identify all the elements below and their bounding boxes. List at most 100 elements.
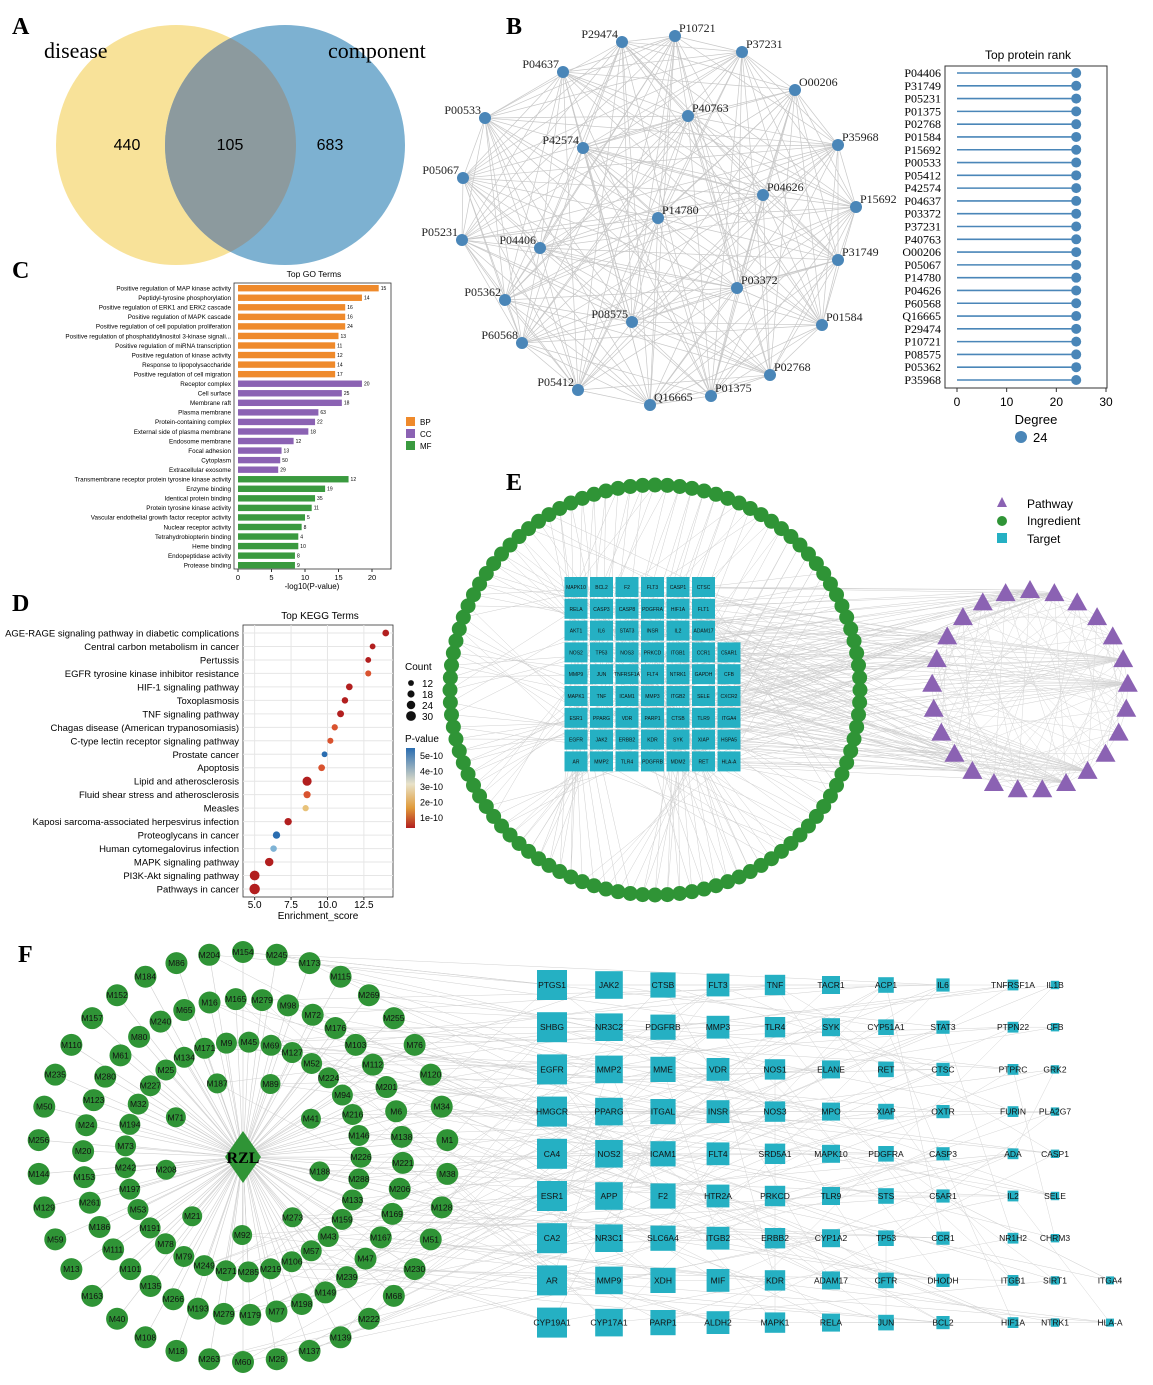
- ppi-edge: [521, 342, 712, 397]
- e-pathway-node: [1116, 698, 1137, 717]
- e-edge: [703, 658, 1124, 740]
- ppi-node: [832, 139, 844, 151]
- f-ingredient-node: [128, 1025, 151, 1048]
- f-ingredient-node: [298, 952, 321, 975]
- ppi-node-label: P05412: [537, 375, 574, 389]
- ppi-edge: [741, 51, 771, 376]
- f-ingredient-node: [331, 1084, 353, 1106]
- e-edge: [1005, 592, 1078, 603]
- f-edge: [774, 1111, 944, 1155]
- ppi-edge: [462, 144, 839, 179]
- f-target-label: SRD5A1: [758, 1149, 791, 1159]
- e-edge: [1096, 617, 1127, 709]
- f-ingredient-label: M226: [350, 1152, 372, 1162]
- f-ingredient-node: [436, 1129, 459, 1152]
- e-edge: [473, 652, 704, 786]
- e-edge: [450, 630, 577, 703]
- f-ingredient-label: M24: [78, 1120, 95, 1130]
- rank-protein-label: P04626: [904, 283, 941, 297]
- ppi-edges: [461, 35, 857, 406]
- f-ingredient-node: [198, 991, 221, 1014]
- f-target-label: MPO: [821, 1107, 841, 1117]
- f-ingredient-node: [329, 1326, 352, 1349]
- f-ingredient-node: [165, 1339, 188, 1362]
- rank-protein-label: P31749: [904, 79, 941, 93]
- f-ingredient-node: [33, 1196, 56, 1219]
- e-pathway-node: [1108, 722, 1129, 741]
- f-ingredient-label: M285: [238, 1267, 260, 1277]
- ppi-node-label: P01584: [826, 310, 863, 324]
- f-edge: [183, 1156, 244, 1257]
- f-target-node: [764, 1059, 786, 1080]
- ppi-edge: [657, 217, 839, 261]
- e-ingredient-node: [586, 486, 602, 502]
- ppi-node-label: P04406: [499, 233, 536, 247]
- f-center-diamond: [225, 1131, 261, 1183]
- f-edge: [270, 1083, 776, 1155]
- ppi-node: [757, 189, 769, 201]
- e-target-node: [666, 707, 690, 728]
- f-ingredient-node: [430, 1095, 453, 1118]
- kegg-term-label: Toxoplasmosis: [177, 696, 240, 707]
- kegg-dot: [303, 791, 311, 799]
- kegg-p-colorbar: [406, 748, 415, 828]
- f-ingredient-node: [260, 1034, 282, 1056]
- f-edge: [360, 1153, 887, 1158]
- e-edge: [936, 592, 1006, 660]
- e-target-label: C5AR1: [721, 650, 737, 656]
- ppi-edge: [631, 217, 659, 323]
- f-ingredient-label: M208: [155, 1165, 177, 1175]
- f-ingredient-node: [232, 1224, 253, 1245]
- f-target-node: [595, 1140, 623, 1168]
- f-edge: [335, 1027, 1014, 1070]
- f-ingredient-node: [156, 1159, 177, 1180]
- f-edge: [414, 1026, 887, 1270]
- e-edge: [453, 652, 602, 719]
- e-target-node: [590, 598, 613, 619]
- f-ingredient-label: M59: [47, 1234, 64, 1244]
- ppi-edge: [649, 144, 839, 406]
- e-target-label: CTSB: [671, 716, 685, 722]
- e-legend-target-icon: [997, 533, 1007, 543]
- e-target-node: [564, 729, 588, 750]
- ppi-edge: [687, 115, 712, 397]
- e-edge: [954, 602, 984, 754]
- f-ingredient-label: M137: [299, 1346, 321, 1356]
- f-target-node: [650, 1310, 676, 1336]
- rank-protein-label: O00206: [902, 245, 941, 259]
- f-ingredient-node: [265, 1300, 288, 1323]
- f-ingredient-label: M193: [187, 1304, 209, 1314]
- e-ingredient-node: [849, 719, 865, 735]
- kegg-term-label: Pathways in cancer: [157, 885, 239, 896]
- f-target-node: [650, 1099, 676, 1125]
- go-count-label: 20: [364, 382, 370, 388]
- f-target-label: NOS2: [597, 1149, 620, 1159]
- f-edge: [242, 1156, 403, 1164]
- f-edge: [242, 1094, 343, 1158]
- f-target-node: [822, 1018, 840, 1037]
- e-target-label: SYK: [673, 738, 684, 744]
- ppi-edge: [562, 71, 839, 261]
- f-target-node: [878, 1230, 894, 1246]
- f-target-node: [706, 973, 730, 997]
- e-edge: [703, 586, 1031, 591]
- f-target-label: DHODH: [927, 1275, 958, 1285]
- f-target-node: [936, 1020, 950, 1034]
- rank-protein-label: Q16665: [902, 309, 941, 323]
- e-edge: [677, 739, 1067, 784]
- ppi-edge: [621, 41, 743, 53]
- e-ingredient-node: [659, 477, 675, 493]
- f-ingredient-node: [162, 1288, 185, 1311]
- go-term-label: Plasma membrane: [178, 410, 231, 417]
- go-term-label: Tetrahydrobiopterin binding: [155, 534, 231, 541]
- f-ingredient-node: [109, 1044, 132, 1067]
- f-edge: [242, 1156, 370, 1319]
- e-legend-ingredient-icon: [997, 516, 1007, 526]
- f-edge: [830, 1111, 1014, 1281]
- go-term-label: Transmembrane receptor protein tyrosine …: [74, 477, 231, 484]
- f-edge: [145, 1156, 244, 1338]
- ppi-edge: [521, 147, 584, 344]
- f-ingredient-node: [300, 1108, 321, 1129]
- f-edge: [608, 1111, 664, 1239]
- f-edge: [774, 1237, 1014, 1323]
